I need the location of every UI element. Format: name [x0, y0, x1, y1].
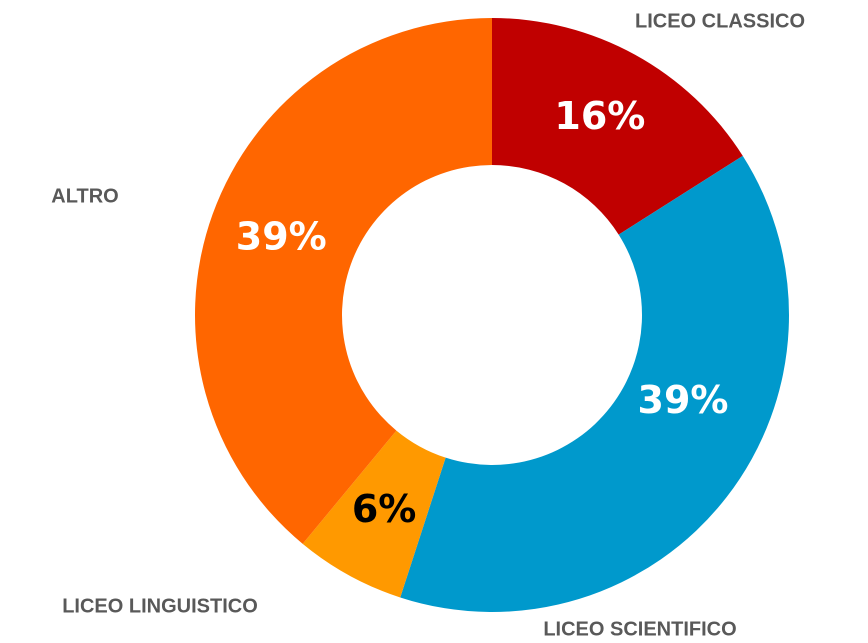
category-label: ALTRO [51, 185, 118, 207]
donut-slice [195, 18, 493, 544]
donut-slice [302, 430, 446, 598]
category-label: LICEO LINGUISTICO [62, 595, 258, 617]
data-label: 39% [236, 215, 327, 259]
category-label: LICEO SCIENTIFICO [543, 618, 736, 640]
donut-slice [492, 18, 743, 235]
donut-slice [400, 155, 789, 612]
data-label: 16% [554, 94, 645, 138]
data-label: 39% [638, 378, 729, 422]
data-label: 6% [352, 487, 417, 531]
category-label: LICEO CLASSICO [635, 10, 805, 32]
